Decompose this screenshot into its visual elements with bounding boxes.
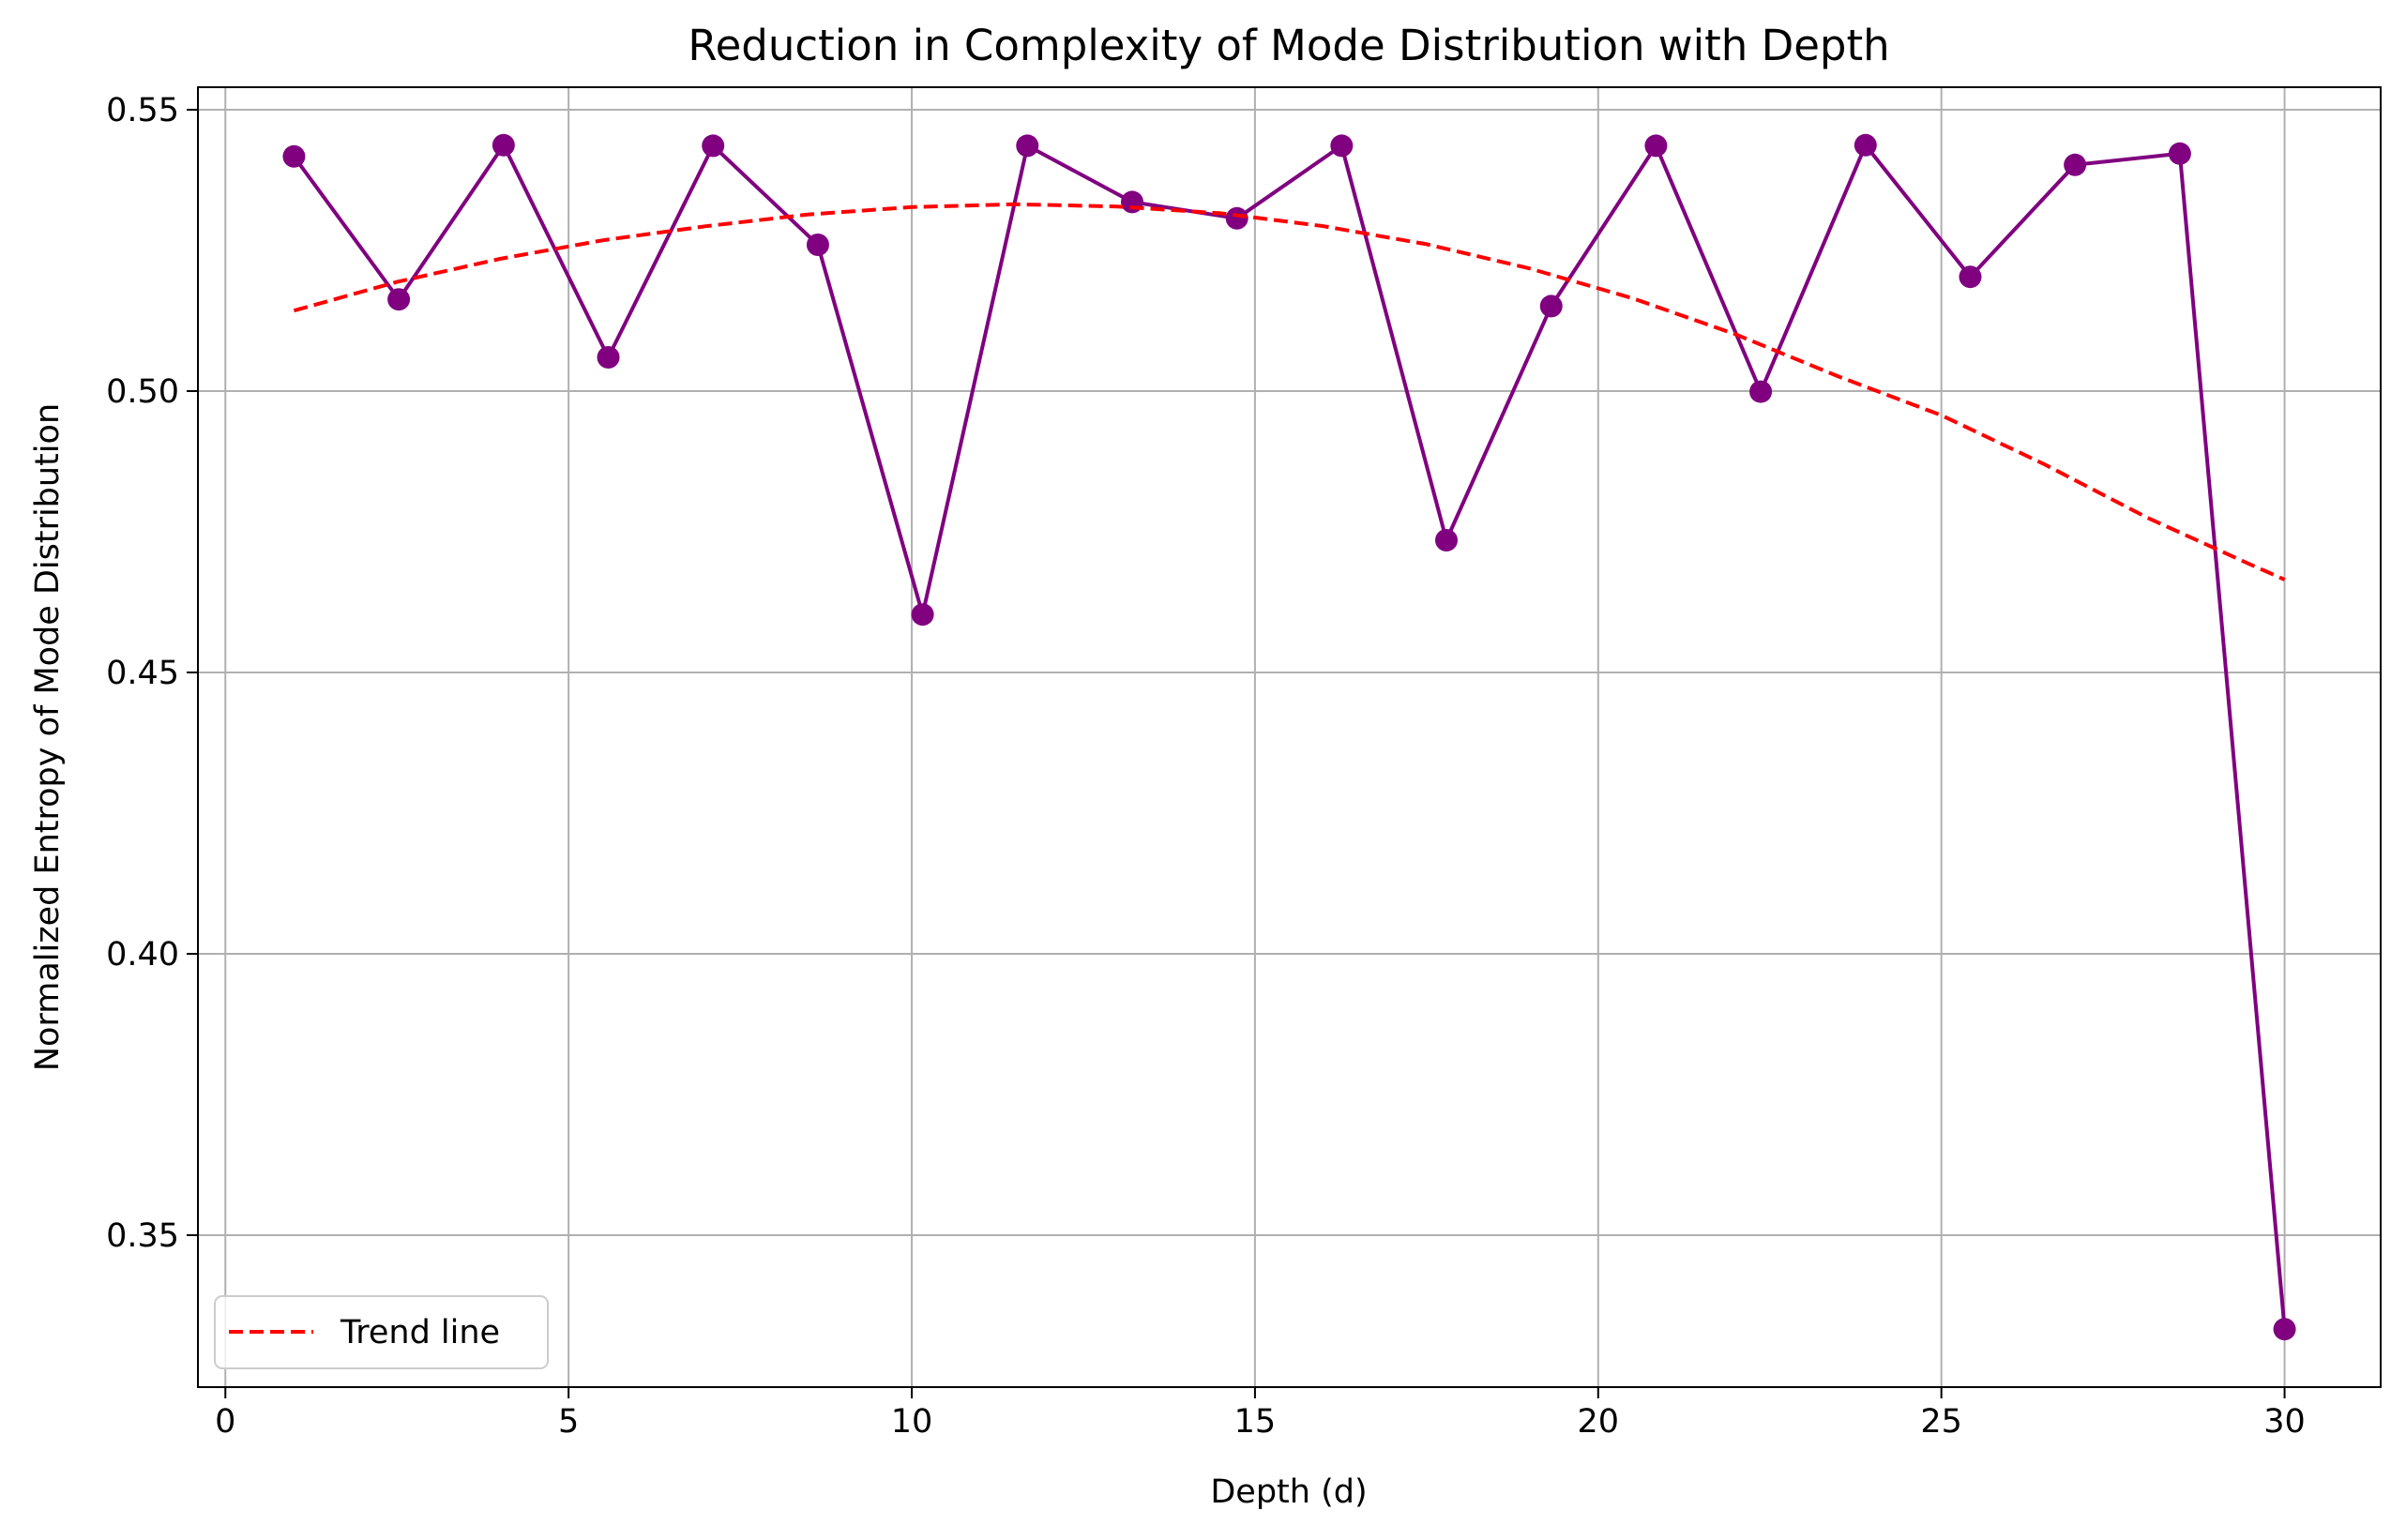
data-point — [1330, 134, 1354, 158]
trend-line — [293, 202, 2286, 581]
y-axis-label: Normalized Entropy of Mode Distribution — [29, 403, 67, 1071]
x-tick-label: 30 — [2263, 1403, 2306, 1441]
y-tick-label: 0.45 — [106, 655, 179, 692]
legend-trend-label: Trend line — [340, 1314, 500, 1351]
data-point — [282, 144, 306, 168]
x-tick-label: 25 — [1920, 1403, 1962, 1441]
data-point — [1435, 529, 1459, 551]
x-tick-label: 20 — [1578, 1403, 1620, 1441]
legend-box — [214, 1295, 549, 1369]
tick-layer: 0 5 10 15 20 25 30 0.35 0.40 0.45 0.50 0.55 — [106, 92, 2306, 1441]
data-point — [597, 346, 620, 369]
chart-title: Reduction in Complexity of Mode Distribu… — [688, 21, 1889, 70]
series-layer — [282, 133, 2296, 1341]
x-tick-label: 10 — [891, 1403, 933, 1441]
x-tick-label: 15 — [1234, 1403, 1277, 1441]
y-tick-label: 0.35 — [106, 1217, 179, 1255]
data-point — [492, 133, 515, 157]
data-point — [1959, 265, 1982, 289]
data-point — [387, 288, 411, 311]
plot-frame — [197, 86, 2382, 1388]
data-point — [806, 234, 829, 256]
data-point — [2273, 1318, 2296, 1341]
data-point — [1539, 294, 1563, 318]
data-point — [1225, 206, 1248, 230]
legend: Trend line — [214, 1295, 549, 1369]
data-point — [1854, 133, 1877, 157]
x-axis-label: Depth (d) — [1210, 1473, 1367, 1511]
grid-layer — [198, 87, 2381, 1387]
y-tick-label: 0.55 — [106, 92, 179, 129]
data-point — [2168, 142, 2191, 165]
x-tick-label: 5 — [558, 1403, 579, 1441]
data-point — [1644, 134, 1668, 158]
x-tick-label: 0 — [215, 1403, 235, 1441]
y-tick-label: 0.50 — [106, 373, 179, 411]
entropy-line — [292, 143, 2287, 1330]
data-point — [911, 603, 934, 627]
data-point — [2064, 153, 2087, 176]
data-point — [1120, 190, 1143, 214]
data-point — [1016, 134, 1039, 158]
y-tick-label: 0.40 — [106, 936, 179, 974]
data-point — [1749, 380, 1773, 403]
data-point — [702, 134, 725, 158]
